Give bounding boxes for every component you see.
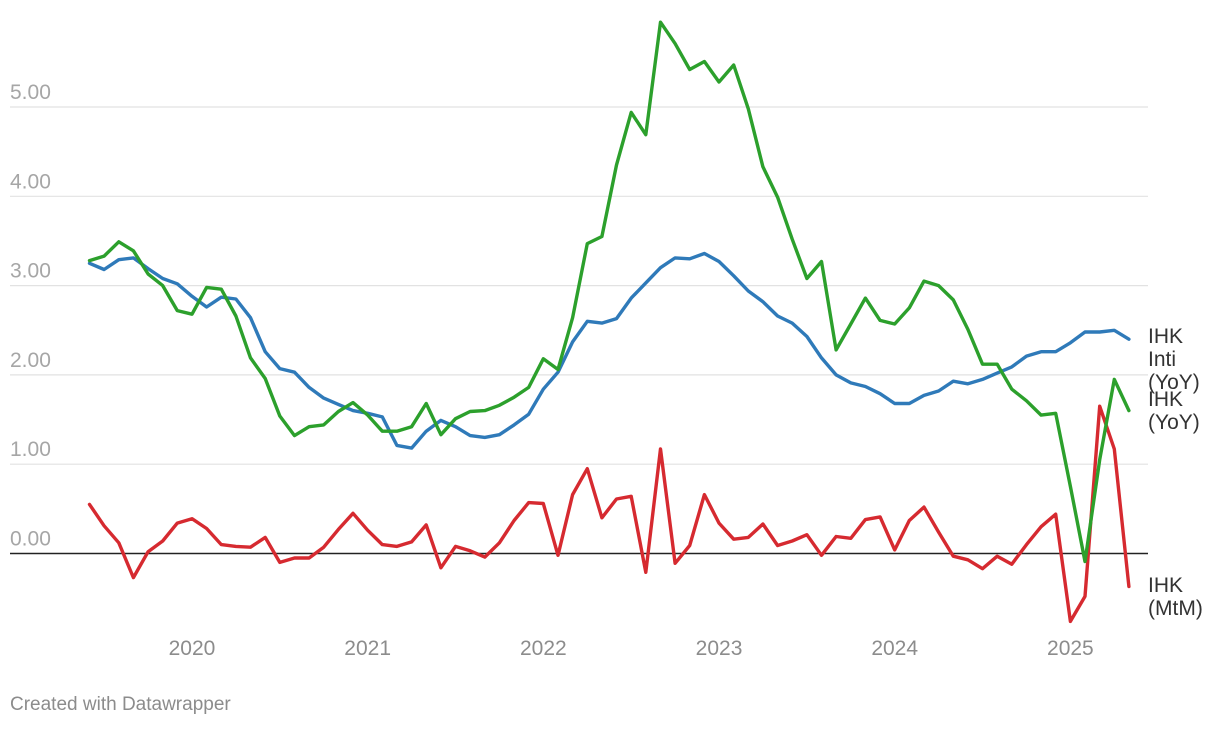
series-lines [87,20,1131,624]
y-tick-label: 0.00 [10,528,51,551]
y-tick-label: 4.00 [10,170,51,193]
x-axis: 2020 2021 2022 2023 2024 2025 [169,637,1094,660]
series-line-ihk-yoy [87,251,1131,450]
x-tick-label: 2022 [520,637,567,660]
y-tick-label: 3.00 [10,260,51,283]
x-tick-label: 2021 [344,637,391,660]
x-tick-label: 2023 [696,637,743,660]
x-tick-label: 2025 [1047,637,1094,660]
y-tick-label: 1.00 [10,438,51,461]
series-label-ihk-yoy: IHK (YoY) [1148,388,1200,434]
x-tick-label: 2024 [871,637,918,660]
y-tick-label: 5.00 [10,81,51,104]
series-labels: IHK (YoY)IHK Inti (YoY) IHK (MtM) [1148,325,1203,620]
footer-credit: Created with Datawrapper [10,694,231,715]
series-line-ihk-inti-yoy [87,20,1131,564]
series-line-ihk-mtm [87,404,1131,624]
series-label-ihk-inti-yoy: IHK Inti (YoY) [1148,325,1200,394]
y-axis: 5.00 4.00 3.00 2.00 1.00 0.00 [10,81,51,551]
y-tick-label: 2.00 [10,349,51,372]
x-tick-label: 2020 [169,637,216,660]
series-label-ihk-mtm: IHK (MtM) [1148,574,1203,620]
line-chart: 5.004.003.002.001.000.00 2020 2021 2022 202… [10,20,1203,660]
